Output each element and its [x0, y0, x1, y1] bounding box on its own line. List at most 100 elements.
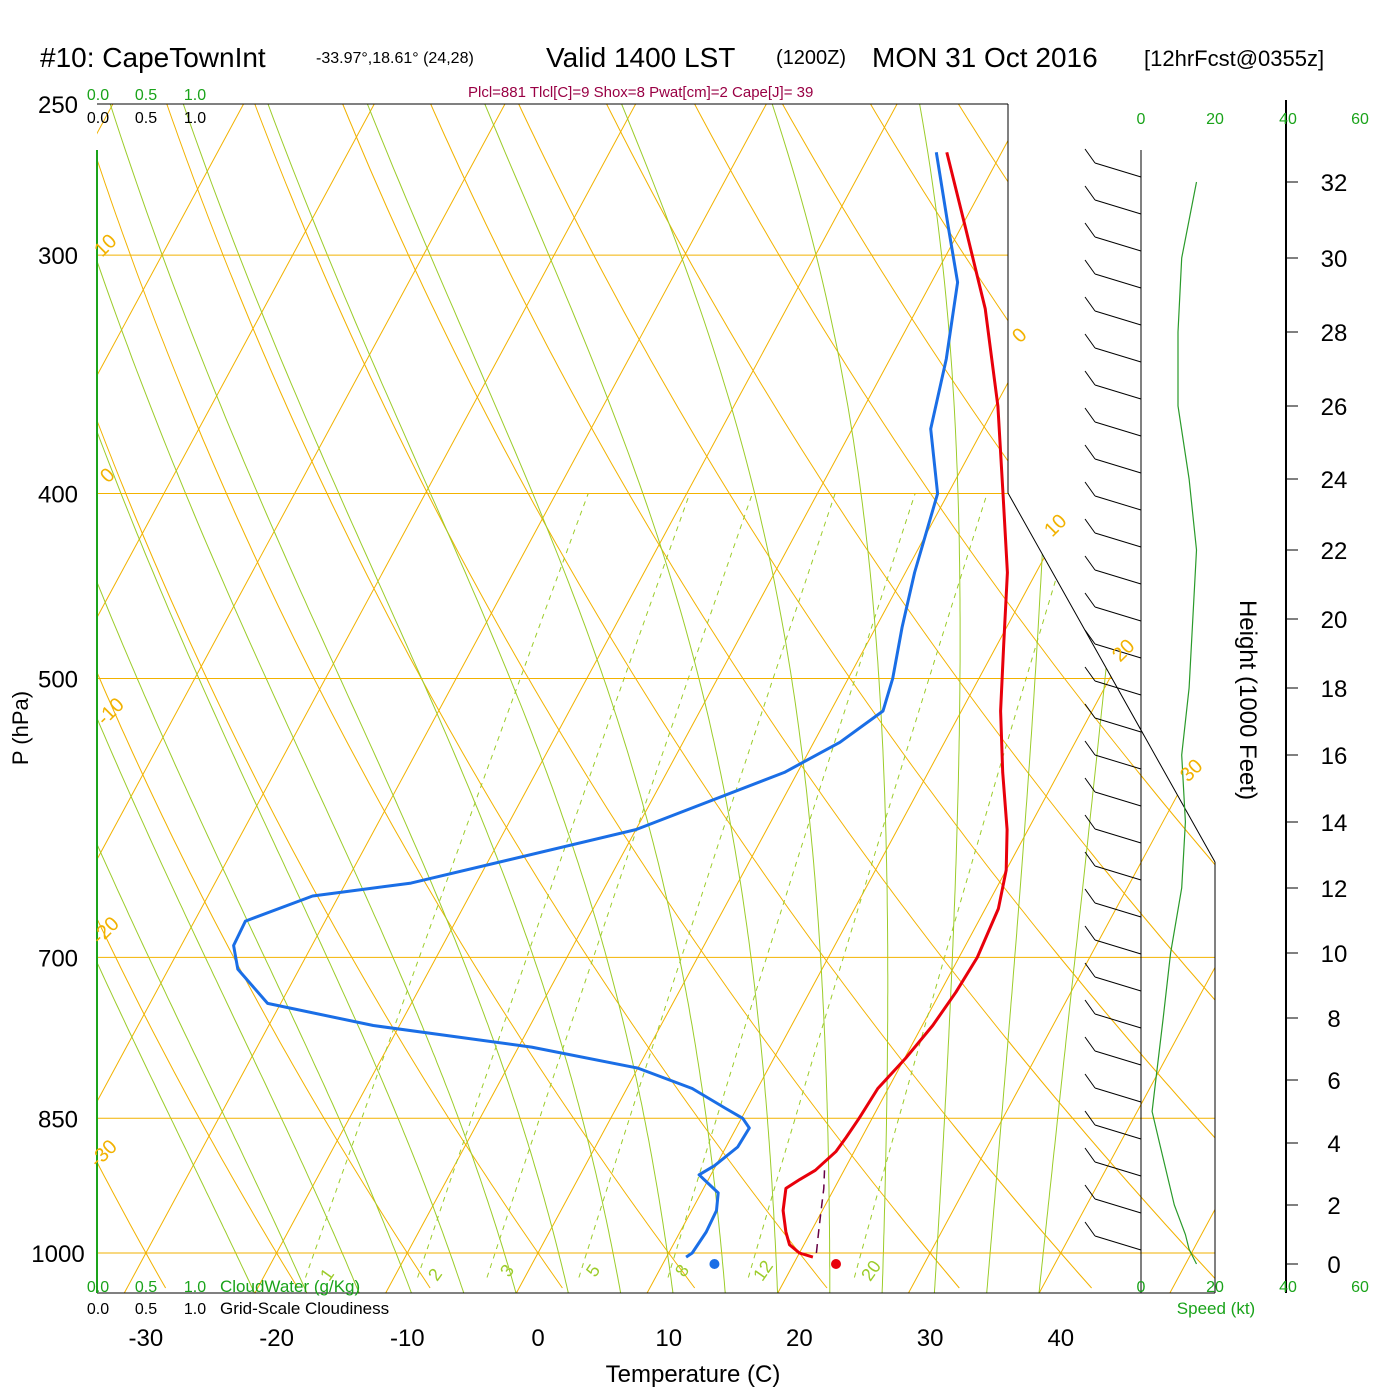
dry-adiabat: [97, 104, 563, 1289]
pressure-tick-label: 500: [38, 667, 78, 694]
pressure-tick-label: 1000: [31, 1241, 84, 1268]
moist-adiabat: [470, 104, 779, 1293]
isotherm-line: [123, 104, 767, 1293]
dry-adiabat-label: 20: [1108, 635, 1139, 666]
speed-tick-top: 0: [1137, 111, 1146, 128]
mixing-ratio-line: [853, 493, 1083, 1278]
wind-barb-flag: [1084, 777, 1096, 793]
moist-adiabat: [97, 104, 308, 1293]
dry-adiabat-label: 10: [90, 230, 121, 261]
wind-barb: [1094, 1050, 1142, 1066]
moist-adiabat: [912, 104, 961, 1293]
wind-barb: [1094, 1013, 1142, 1029]
cloudiness-label: Grid-Scale Cloudiness: [220, 1299, 389, 1318]
wind-barb: [1094, 828, 1142, 844]
wind-barb: [1094, 754, 1142, 770]
moist-adiabat: [353, 104, 726, 1293]
dry-adiabat: [97, 104, 696, 1289]
wind-barb: [1094, 1235, 1142, 1251]
wind-barb-flag: [1084, 481, 1096, 497]
isotherm-line: [646, 104, 1215, 1293]
mixing-ratio-line: [486, 493, 753, 1278]
wind-barb: [1094, 347, 1142, 363]
wind-barb-flag: [1084, 185, 1096, 201]
temperature-tick-label: -20: [259, 1325, 294, 1352]
wind-barb-flag: [1084, 962, 1096, 978]
wind-barb-flag: [1084, 592, 1096, 608]
height-tick-label: 32: [1321, 170, 1348, 197]
height-tick-label: 28: [1321, 320, 1348, 347]
temperature-tick-label: 20: [786, 1325, 813, 1352]
dry-adiabat-label: 30: [1176, 755, 1207, 786]
wind-barb-flag: [1084, 666, 1096, 682]
mixing-ratio-label: 5: [582, 1261, 604, 1281]
temperature-tick-label: 40: [1047, 1325, 1074, 1352]
wind-barb-flag: [1084, 1036, 1096, 1052]
moist-adiabat: [97, 104, 256, 1293]
top-cloudiness-tick: 0.5: [135, 110, 157, 127]
pressure-tick-label: 250: [38, 92, 78, 119]
speed-tick-top: 20: [1206, 111, 1224, 128]
height-tick-label: 2: [1327, 1193, 1340, 1220]
x-axis-label: Temperature (C): [606, 1361, 781, 1388]
cloudwater-label: CloudWater (g/Kg): [220, 1277, 360, 1296]
dry-adiabat-label: 0: [1008, 324, 1031, 347]
forecast-label: [12hrFcst@0355z]: [1144, 46, 1325, 71]
wind-barb: [1094, 791, 1142, 807]
mixing-ratio-label: 2: [424, 1265, 446, 1285]
moist-adiabat: [607, 104, 831, 1293]
bottom-cloudiness-tick: 1.0: [184, 1301, 206, 1318]
wind-barb: [1094, 717, 1142, 733]
wind-barb: [1094, 976, 1142, 992]
height-tick-label: 22: [1321, 538, 1348, 565]
height-tick-label: 20: [1321, 607, 1348, 634]
dry-adiabat: [430, 104, 1215, 1289]
wind-barb: [1094, 1161, 1142, 1177]
dry-adiabat-label: 10: [1040, 510, 1071, 541]
speed-tick-top: 60: [1351, 111, 1369, 128]
wind-barb-flag: [1084, 333, 1096, 349]
wind-barb: [1094, 273, 1142, 289]
height-tick-label: 16: [1321, 743, 1348, 770]
height-tick-label: 6: [1327, 1068, 1340, 1095]
pressure-tick-label: 400: [38, 482, 78, 509]
dry-adiabat-label: -30: [86, 1136, 122, 1172]
temperature-tick-label: -30: [129, 1325, 164, 1352]
top-cloudiness-tick: 0.0: [87, 110, 109, 127]
speed-tick-bottom: 20: [1206, 1279, 1224, 1296]
dry-adiabat-label: 0: [96, 464, 119, 487]
mixing-ratio-label: 12: [749, 1257, 777, 1285]
isotherm-line: [777, 104, 1215, 1293]
height-tick-label: 14: [1321, 810, 1348, 837]
wind-barb: [1094, 902, 1142, 918]
isotherm-line: [1169, 104, 1215, 1293]
bottom-cloudwater-tick: 0.0: [87, 1279, 109, 1296]
wind-barb-flag: [1084, 259, 1096, 275]
isotherm-line: [385, 104, 1029, 1293]
wind-barb-flag: [1084, 444, 1096, 460]
moist-adiabat: [97, 104, 465, 1293]
dry-adiabat-label: -10: [93, 694, 129, 730]
mixing-ratio-line: [417, 493, 691, 1278]
wind-barb: [1094, 495, 1142, 511]
isotherm-line: [97, 104, 244, 1293]
pressure-tick-label: 300: [38, 243, 78, 270]
valid-date: MON 31 Oct 2016: [872, 42, 1098, 73]
moist-adiabat: [97, 104, 360, 1293]
isotherm-line: [515, 104, 1159, 1293]
isotherm-line: [908, 104, 1215, 1293]
dry-adiabat: [254, 104, 960, 1289]
wind-panel-boundary: [1007, 104, 1216, 863]
mixing-ratio-label: 8: [671, 1261, 693, 1281]
wind-barb-flag: [1084, 407, 1096, 423]
surface-dewpoint-marker: [709, 1259, 720, 1269]
speed-tick-bottom: 40: [1279, 1279, 1297, 1296]
wind-barb-flag: [1084, 296, 1096, 312]
dry-adiabat: [1133, 104, 1215, 1289]
isotherm-line: [97, 104, 637, 1293]
moist-adiabat: [255, 104, 674, 1293]
valid-time: Valid 1400 LST: [546, 42, 736, 73]
wind-barb-flag: [1084, 814, 1096, 830]
wind-barb-flag: [1084, 1221, 1096, 1237]
height-tick-label: 18: [1321, 676, 1348, 703]
